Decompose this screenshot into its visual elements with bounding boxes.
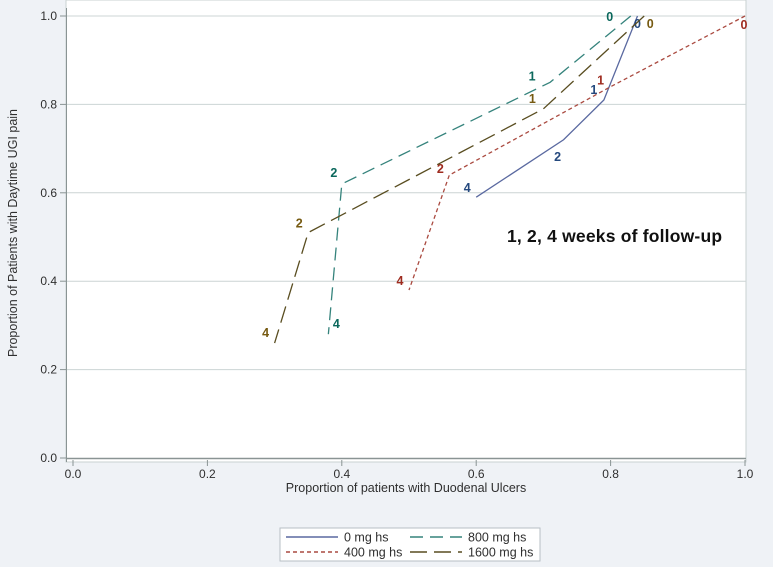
x-tick-label: 0.6 xyxy=(468,467,485,481)
x-tick-label: 1.0 xyxy=(737,467,754,481)
point-label-week-0-800-mg-hs: 0 xyxy=(606,10,613,24)
point-label-week-4-800-mg-hs: 4 xyxy=(333,317,340,331)
point-label-week-2-1600-mg-hs: 2 xyxy=(296,217,303,231)
series-line-0-mg-hs xyxy=(475,15,639,198)
point-label-week-1-800-mg-hs: 1 xyxy=(529,69,536,83)
x-tick-label: 0.8 xyxy=(602,467,619,481)
y-tick-label: 0.4 xyxy=(40,274,57,288)
point-label-week-1-400-mg-hs: 1 xyxy=(597,74,604,88)
legend-label-0-mg-hs: 0 mg hs xyxy=(344,531,388,545)
y-tick-label: 0.6 xyxy=(40,186,57,200)
point-label-week-4-1600-mg-hs: 4 xyxy=(262,326,269,340)
point-label-week-2-0-mg-hs: 2 xyxy=(554,150,561,164)
point-label-week-4-400-mg-hs: 4 xyxy=(397,274,404,288)
point-label-week-1-1600-mg-hs: 1 xyxy=(529,92,536,106)
point-label-week-0-0-mg-hs: 0 xyxy=(634,17,641,31)
x-axis-title: Proportion of patients with Duodenal Ulc… xyxy=(285,481,527,495)
legend-label-400-mg-hs: 400 mg hs xyxy=(344,546,402,560)
x-tick-label: 0.4 xyxy=(333,467,350,481)
point-label-week-1-0-mg-hs: 1 xyxy=(590,83,597,97)
x-tick-label: 0.0 xyxy=(65,467,82,481)
y-tick-label: 0.8 xyxy=(40,97,57,111)
followup-annotation: 1, 2, 4 weeks of follow-up xyxy=(507,226,723,246)
series-line-800-mg-hs xyxy=(327,15,632,335)
legend-label-1600-mg-hs: 1600 mg hs xyxy=(468,546,533,560)
point-label-week-4-0-mg-hs: 4 xyxy=(464,181,471,195)
y-tick-label: 0.0 xyxy=(40,451,57,465)
point-label-week-2-400-mg-hs: 2 xyxy=(437,162,444,176)
legend-box xyxy=(279,527,541,562)
point-label-week-0-1600-mg-hs: 0 xyxy=(647,17,654,31)
x-tick-label: 0.2 xyxy=(199,467,216,481)
legend-label-800-mg-hs: 800 mg hs xyxy=(468,531,526,545)
point-label-week-2-800-mg-hs: 2 xyxy=(330,166,337,180)
series-line-1600-mg-hs xyxy=(273,15,645,344)
point-label-week-0-400-mg-hs: 0 xyxy=(741,18,748,32)
plot-area xyxy=(65,0,747,463)
y-axis-title: Proportion of Patients with Daytime UGI … xyxy=(6,108,20,358)
y-tick-label: 0.2 xyxy=(40,363,57,377)
y-tick-label: 1.0 xyxy=(40,9,57,23)
